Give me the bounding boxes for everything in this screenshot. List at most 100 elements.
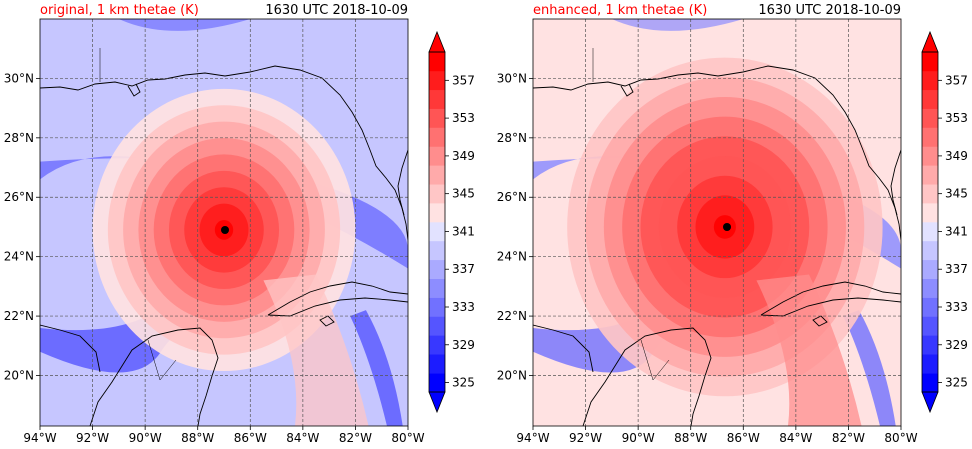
left-panel: original, 1 km thetae (K) 1630 UTC 2018-…: [4, 3, 425, 445]
left-colorbar-segment: [429, 222, 445, 242]
left-colorbar-segment: [429, 354, 445, 374]
left-colorbar-segment: [429, 127, 445, 147]
left-colorbar-extend-min: [428, 391, 446, 414]
right-x-tick-label: 92°W: [569, 431, 602, 445]
right-colorbar-segment: [922, 240, 938, 261]
left-colorbar-tick-label: 329: [452, 338, 475, 352]
right-x-tick-label: 86°W: [727, 431, 760, 445]
left-gridlines: [40, 19, 408, 426]
left-colorbar-segment: [429, 335, 445, 355]
right-colorbar-segment: [922, 108, 938, 128]
right-storm-eye: [723, 223, 731, 231]
left-colorbar-tick-label: 345: [452, 187, 475, 201]
right-colorbar-tick-label: 357: [945, 73, 968, 87]
left-colorbar-segment: [429, 52, 445, 72]
right-colorbar-segment: [922, 259, 938, 279]
left-x-tick-label: 88°W: [181, 431, 214, 445]
right-colorbar-segment: [922, 184, 938, 204]
right-colorbar-tick-label: 349: [945, 149, 968, 163]
right-colorbar-segment: [922, 278, 938, 298]
left-colorbar-tick-label: 349: [452, 149, 475, 163]
right-x-tick-label: 80°W: [884, 431, 917, 445]
left-colorbar-segment: [429, 89, 445, 109]
right-x-axis: 94°W 92°W 90°W 88°W 86°W 84°W 82°W 80°W: [516, 426, 918, 445]
left-map-area: [40, 19, 408, 426]
right-y-tick-label: 28°N: [497, 131, 527, 145]
left-colorbar-tick-label: 333: [452, 300, 475, 314]
right-colorbar-segment: [922, 127, 938, 147]
left-x-tick-label: 90°W: [129, 431, 162, 445]
left-colorbar-tick-label: 337: [452, 262, 475, 276]
left-colorbar-frame: [428, 51, 446, 393]
right-y-tick-label: 30°N: [497, 71, 527, 85]
right-x-tick-label: 88°W: [674, 431, 707, 445]
left-coastlines: [40, 65, 408, 426]
left-colorbar-segment: [429, 259, 445, 279]
right-x-tick-label: 84°W: [779, 431, 812, 445]
left-colorbar-segment: [429, 373, 445, 393]
left-colorbar-segment: [429, 108, 445, 128]
right-colorbar-segment: [922, 297, 938, 317]
right-colorbar-segment: [922, 165, 938, 185]
right-colorbar-tick-label: 337: [945, 262, 968, 276]
left-colorbar-extend-max: [428, 30, 446, 53]
right-y-axis: 20°N 22°N 24°N 26°N 28°N 30°N: [497, 71, 533, 382]
left-borders: [99, 48, 177, 381]
right-cool-band-southeast: [843, 310, 896, 426]
left-y-tick-label: 26°N: [4, 190, 34, 204]
left-x-tick-label: 94°W: [23, 431, 56, 445]
right-colorbar-tick-label: 341: [945, 224, 968, 238]
left-colorbar-tick-label: 325: [452, 376, 475, 390]
right-warm-tongue: [756, 274, 862, 426]
right-map-area: [533, 19, 901, 426]
left-y-tick-label: 28°N: [4, 131, 34, 145]
left-colorbar-segment: [429, 297, 445, 317]
left-x-tick-label: 82°W: [339, 431, 372, 445]
left-thetae-field: [40, 19, 408, 426]
right-colorbar-segment: [922, 89, 938, 109]
right-colorbar-segment: [922, 146, 938, 166]
left-colorbar-segment: [429, 278, 445, 298]
right-colorbar-frame: [921, 51, 939, 393]
left-colorbar-segment: [429, 146, 445, 166]
left-map-frame: [39, 18, 409, 427]
left-cool-band-southeast: [350, 310, 403, 426]
left-colorbar-tick-label: 341: [452, 224, 475, 238]
right-colorbar-extend-max: [921, 30, 939, 53]
right-colorbar-segment: [922, 222, 938, 242]
left-colorbar-segment: [429, 240, 445, 261]
right-colorbar-segment: [922, 70, 938, 91]
right-cool-patch-inland: [611, 19, 744, 31]
left-y-tick-label: 24°N: [4, 250, 34, 264]
left-y-tick-label: 22°N: [4, 309, 34, 323]
left-colorbar-tick-label: 353: [452, 111, 475, 125]
right-x-tick-label: 82°W: [832, 431, 865, 445]
right-colorbar-segment: [922, 335, 938, 355]
right-colorbar-segment: [922, 52, 938, 72]
right-colorbar-tick-label: 325: [945, 376, 968, 390]
right-gridlines: [533, 19, 901, 426]
left-title: original, 1 km thetae (K): [40, 3, 199, 18]
right-y-tick-label: 26°N: [497, 190, 527, 204]
right-colorbar-tick-label: 333: [945, 300, 968, 314]
right-x-tick-label: 90°W: [622, 431, 655, 445]
left-colorbar-segment: [429, 316, 445, 336]
right-thetae-field: [533, 19, 901, 426]
right-colorbar-tick-label: 345: [945, 187, 968, 201]
left-colorbar-segment: [429, 203, 445, 223]
right-y-tick-label: 24°N: [497, 250, 527, 264]
left-x-tick-label: 86°W: [234, 431, 267, 445]
left-colorbar-segment: [429, 184, 445, 204]
left-warm-tongue: [263, 274, 369, 426]
left-colorbar-segment: [429, 70, 445, 91]
right-colorbar-segment: [922, 316, 938, 336]
right-colorbar-tick-label: 353: [945, 111, 968, 125]
right-map-frame: [532, 18, 902, 427]
right-title: enhanced, 1 km thetae (K): [533, 3, 707, 18]
right-y-tick-label: 22°N: [497, 309, 527, 323]
right-colorbar-segment: [922, 373, 938, 393]
left-time-label: 1630 UTC 2018-10-09: [265, 3, 408, 18]
left-colorbar: 325 329 333 337 341 345 349 353 357: [428, 30, 475, 414]
left-y-axis: 20°N 22°N 24°N 26°N 28°N 30°N: [4, 71, 40, 382]
